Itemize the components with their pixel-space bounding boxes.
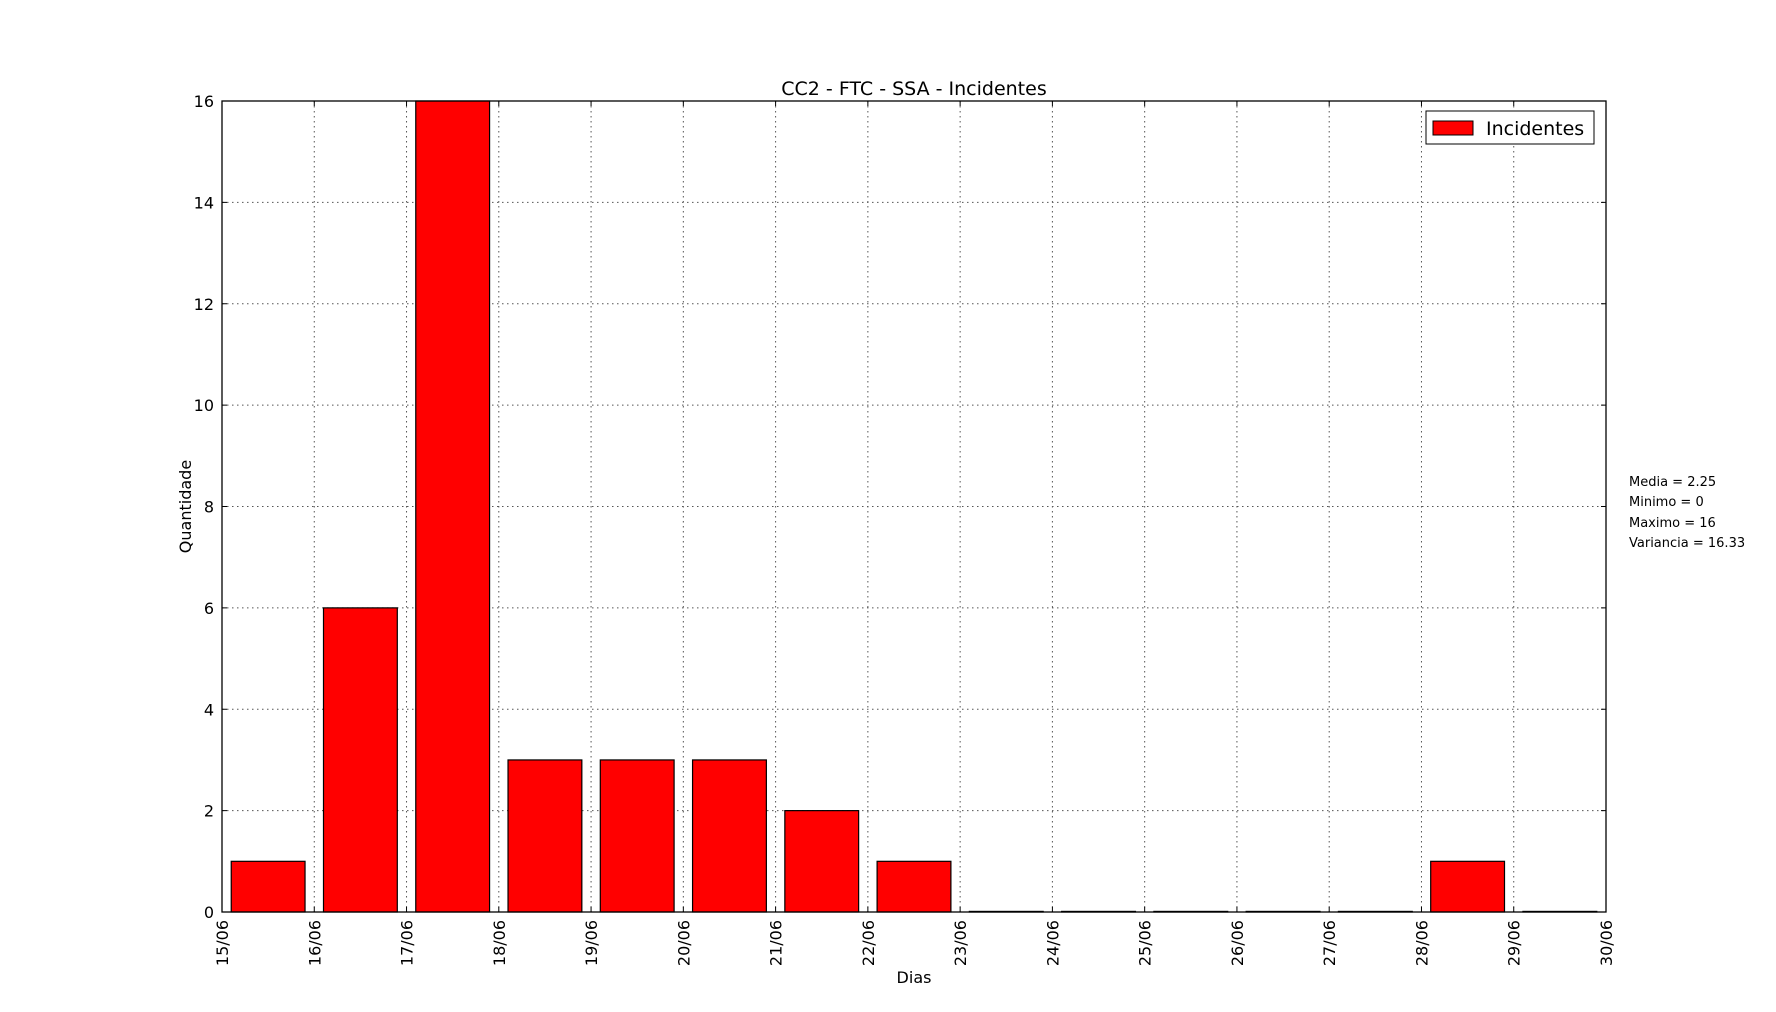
x-tick-label: 30/06 xyxy=(1597,920,1616,966)
x-tick-label: 27/06 xyxy=(1320,920,1339,966)
bar-18-06 xyxy=(415,100,491,913)
bar-29-06 xyxy=(1430,860,1506,913)
y-tick-label: 16 xyxy=(194,92,214,111)
x-tick-label: 24/06 xyxy=(1043,920,1062,966)
bar-22-06 xyxy=(784,810,860,913)
x-tick-label: 22/06 xyxy=(859,920,878,966)
bar-16-06 xyxy=(230,860,306,913)
y-tick-label: 8 xyxy=(204,498,214,517)
legend: Incidentes xyxy=(1425,110,1595,145)
x-tick-label: 29/06 xyxy=(1505,920,1524,966)
y-tick-label: 10 xyxy=(194,396,214,415)
y-axis-ticks: 0 2 4 6 8 10 12 14 16 xyxy=(194,92,1606,922)
chart-title: CC2 - FTC - SSA - Incidentes xyxy=(781,78,1046,100)
y-tick-label: 6 xyxy=(204,599,214,618)
x-tick-label: 16/06 xyxy=(305,920,324,966)
bar-19-06 xyxy=(507,759,583,913)
x-tick-label: 21/06 xyxy=(767,920,786,966)
y-tick-label: 14 xyxy=(194,193,214,212)
x-tick-label: 20/06 xyxy=(674,920,693,966)
legend-label-incidentes: Incidentes xyxy=(1486,118,1584,140)
y-tick-label: 4 xyxy=(204,700,214,719)
x-tick-label: 28/06 xyxy=(1412,920,1431,966)
bar-23-06 xyxy=(876,860,952,913)
bar-21-06 xyxy=(691,759,767,913)
bar-20-06 xyxy=(599,759,675,913)
x-tick-label: 19/06 xyxy=(582,920,601,966)
x-tick-label: 26/06 xyxy=(1228,920,1247,966)
x-axis-ticks: 15/06 16/06 17/06 18/06 19/06 20/06 21/06 22/06… xyxy=(213,101,1616,966)
bar-17-06 xyxy=(322,607,398,913)
x-tick-label: 15/06 xyxy=(213,920,232,966)
stat-maximo: Maximo = 16 xyxy=(1629,516,1716,531)
legend-swatch-incidentes xyxy=(1432,120,1474,136)
y-tick-label: 2 xyxy=(204,802,214,821)
y-tick-label: 0 xyxy=(204,903,214,922)
stat-minimo: Minimo = 0 xyxy=(1629,495,1704,510)
x-tick-label: 23/06 xyxy=(951,920,970,966)
x-axis-label: Dias xyxy=(897,968,932,987)
bars xyxy=(230,100,1598,913)
y-tick-label: 12 xyxy=(194,295,214,314)
stat-media: Media = 2.25 xyxy=(1629,475,1716,490)
statistics-annotation: Media = 2.25 Minimo = 0 Maximo = 16 Vari… xyxy=(1629,475,1745,551)
x-tick-label: 17/06 xyxy=(398,920,417,966)
stat-variancia: Variancia = 16.33 xyxy=(1629,536,1745,551)
y-axis-label: Quantidade xyxy=(176,460,195,553)
x-tick-label: 25/06 xyxy=(1136,920,1155,966)
x-tick-label: 18/06 xyxy=(490,920,509,966)
